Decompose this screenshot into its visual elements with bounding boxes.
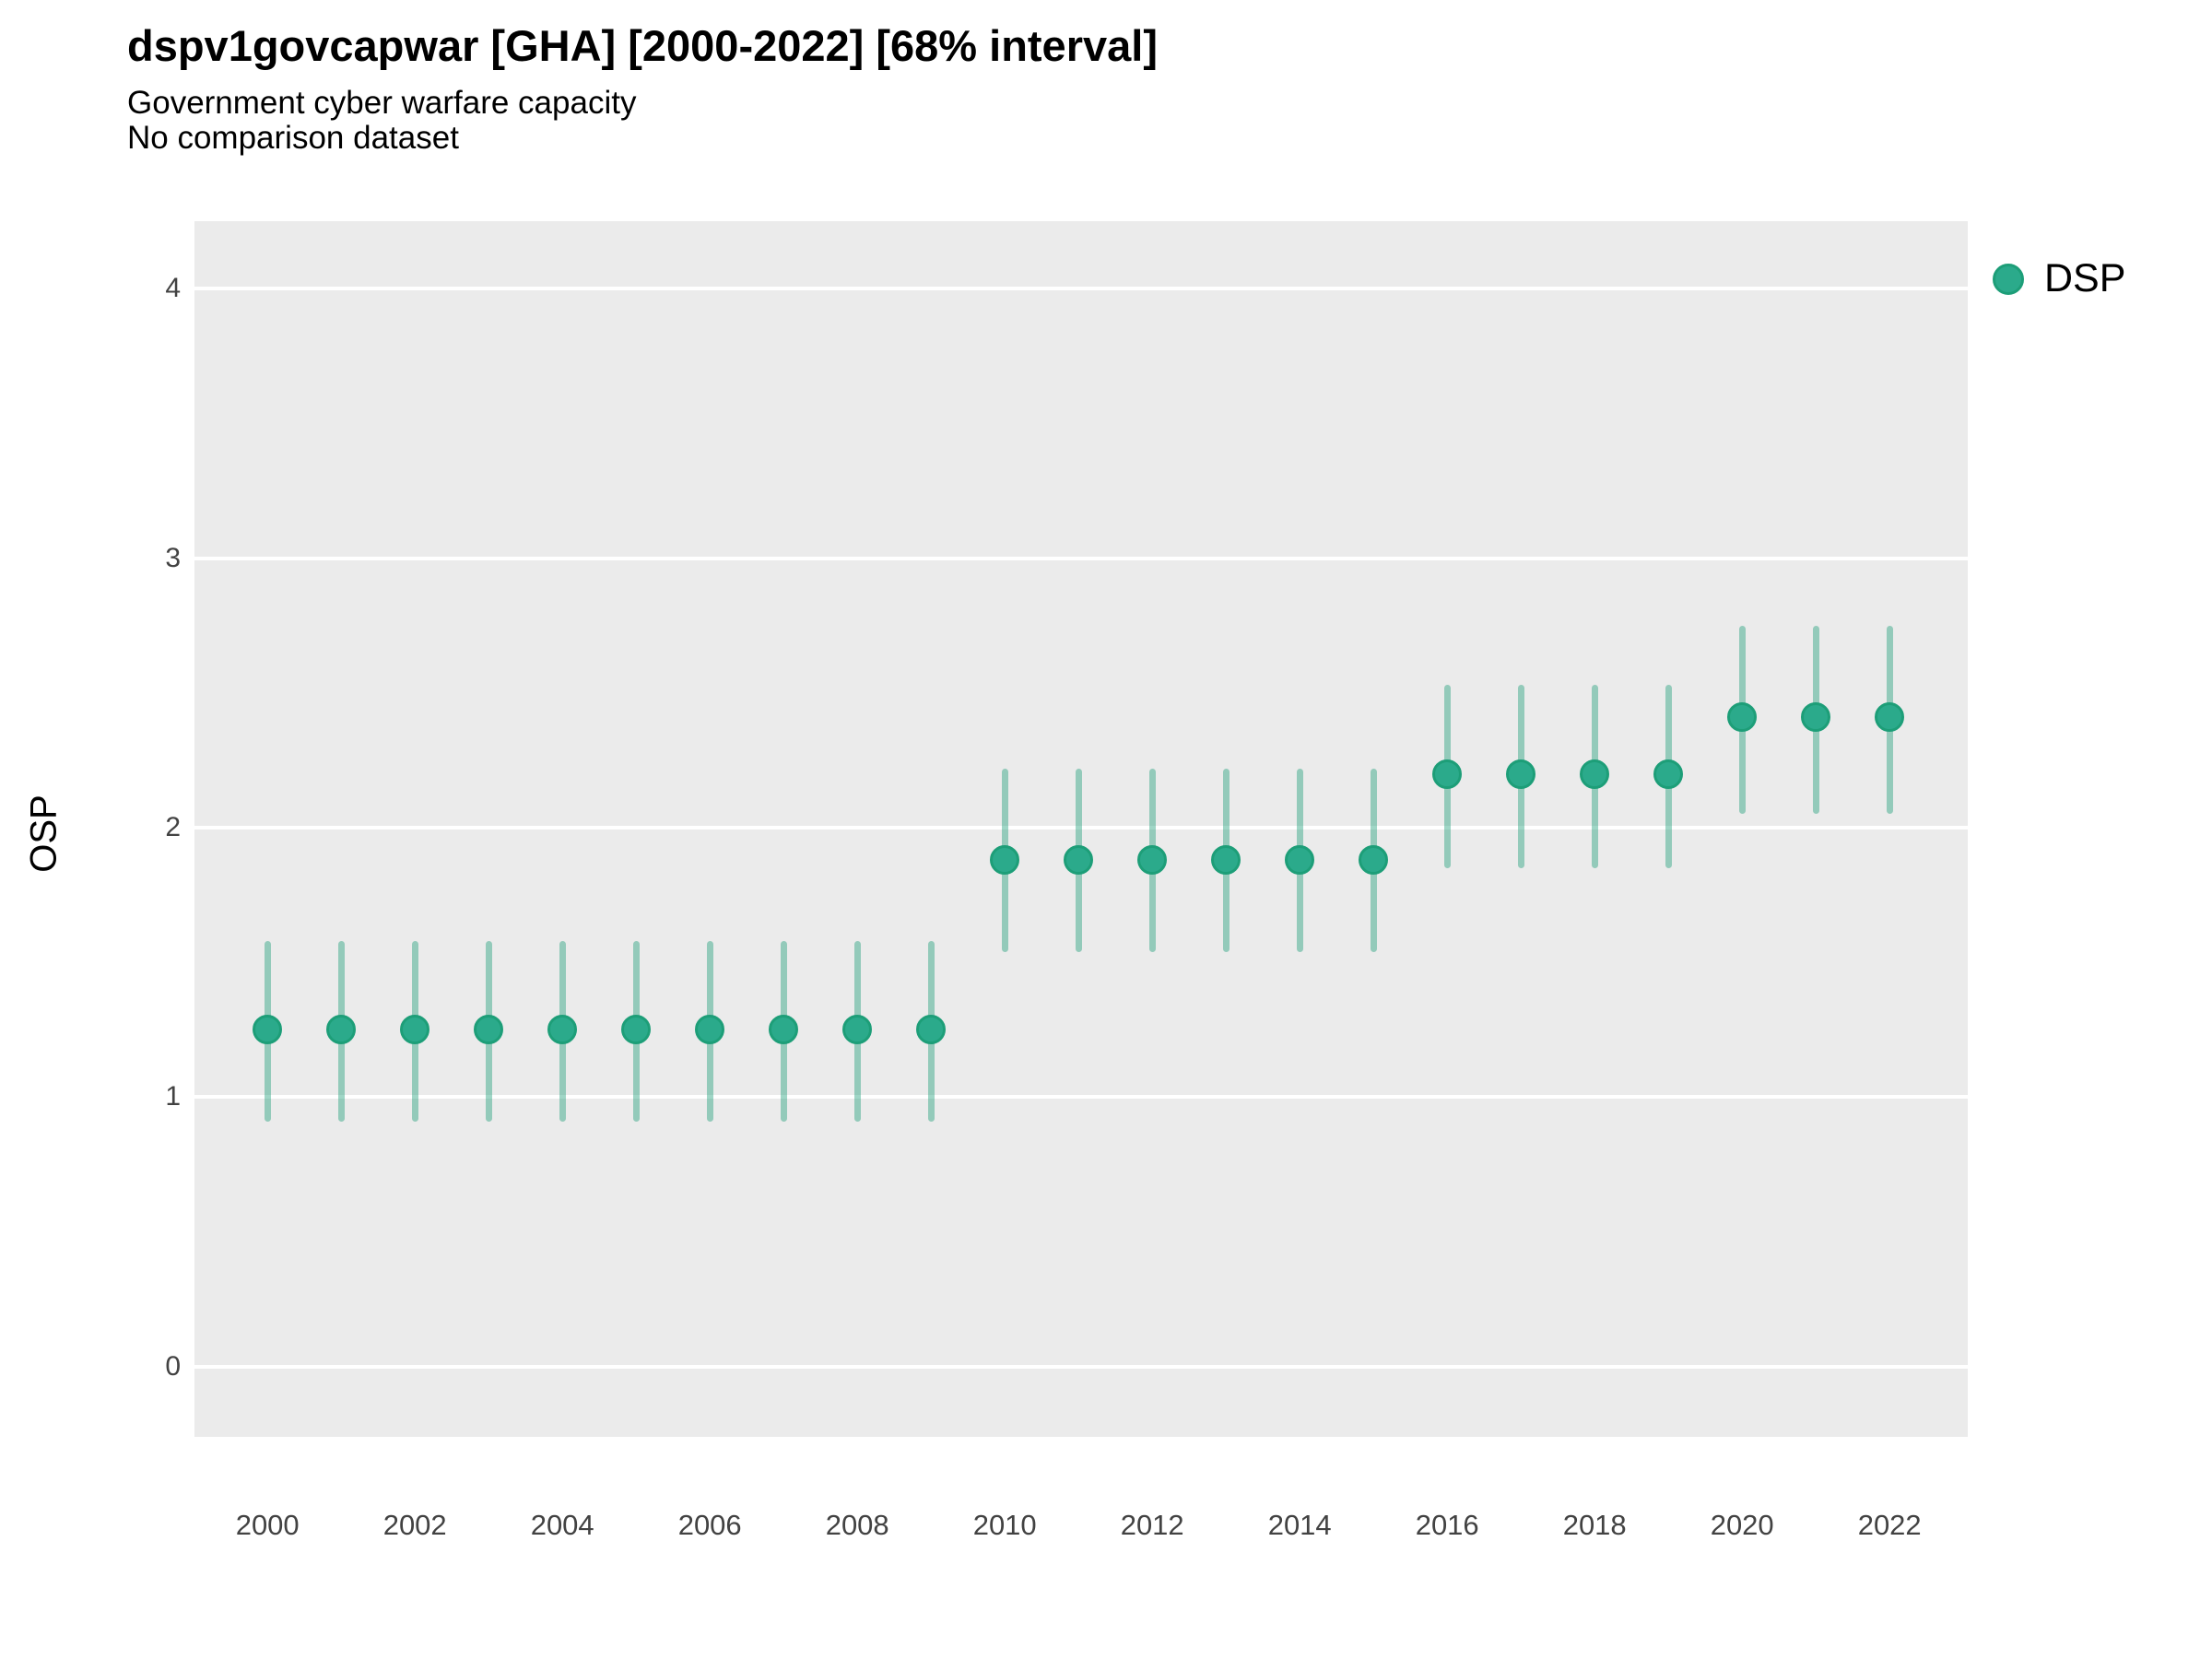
data-point-2003 [474, 1015, 504, 1045]
x-tick-label: 2012 [1120, 1509, 1184, 1541]
data-point-2005 [621, 1015, 652, 1045]
data-point-2008 [842, 1015, 873, 1045]
data-point-2007 [769, 1015, 799, 1045]
chart-subtitle: Government cyber warfare capacity [127, 85, 637, 121]
x-tick-label: 2002 [382, 1509, 447, 1541]
data-point-2018 [1580, 759, 1610, 789]
gridline-y-4 [194, 287, 1968, 291]
chart-note: No comparison dataset [127, 120, 459, 156]
y-tick-label: 3 [165, 542, 181, 573]
data-point-2013 [1211, 845, 1241, 876]
y-tick-label: 2 [165, 812, 181, 843]
data-point-2011 [1064, 845, 1094, 876]
data-point-2020 [1727, 702, 1758, 733]
data-point-2015 [1359, 845, 1389, 876]
x-tick-label: 2018 [1562, 1509, 1627, 1541]
data-point-2019 [1653, 759, 1684, 789]
data-point-2002 [400, 1015, 430, 1045]
x-tick-label: 2000 [235, 1509, 300, 1541]
x-tick-label: 2022 [1857, 1509, 1922, 1541]
x-tick-label: 2006 [677, 1509, 742, 1541]
data-point-2012 [1137, 845, 1168, 876]
data-point-2006 [695, 1015, 725, 1045]
gridline-y-0 [194, 1364, 1968, 1369]
data-point-2010 [990, 845, 1020, 876]
data-point-2021 [1801, 702, 1831, 733]
gridline-y-1 [194, 1095, 1968, 1100]
data-point-2001 [326, 1015, 357, 1045]
x-tick-label: 2020 [1710, 1509, 1774, 1541]
x-tick-label: 2010 [972, 1509, 1037, 1541]
data-point-2022 [1875, 702, 1905, 733]
data-point-2009 [916, 1015, 947, 1045]
gridline-y-3 [194, 556, 1968, 560]
legend-label: DSP [2044, 256, 2126, 300]
x-tick-label: 2008 [825, 1509, 889, 1541]
y-axis-title: OSP [23, 794, 65, 873]
data-point-2014 [1285, 845, 1315, 876]
data-point-2004 [547, 1015, 578, 1045]
data-point-2016 [1432, 759, 1463, 789]
x-tick-label: 2014 [1267, 1509, 1332, 1541]
legend: DSP [1993, 256, 2125, 301]
gridline-y-2 [194, 826, 1968, 830]
y-tick-label: 4 [165, 273, 181, 304]
x-tick-label: 2004 [530, 1509, 594, 1541]
legend-dot-icon [1993, 263, 2024, 295]
data-point-2017 [1506, 759, 1536, 789]
y-tick-label: 0 [165, 1350, 181, 1382]
x-tick-label: 2016 [1415, 1509, 1479, 1541]
y-tick-label: 1 [165, 1081, 181, 1112]
data-point-2000 [253, 1015, 283, 1045]
chart-title: dspv1govcapwar [GHA] [2000-2022] [68% in… [127, 21, 1158, 70]
plot-area [194, 221, 1968, 1437]
